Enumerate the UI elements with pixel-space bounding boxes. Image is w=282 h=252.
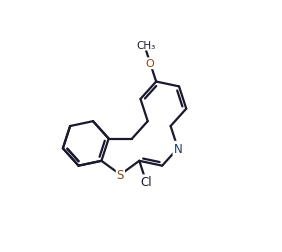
Text: N: N <box>173 142 182 155</box>
Text: Cl: Cl <box>140 176 152 188</box>
Text: S: S <box>117 168 124 181</box>
Text: CH₃: CH₃ <box>136 41 155 50</box>
Text: O: O <box>146 59 155 69</box>
